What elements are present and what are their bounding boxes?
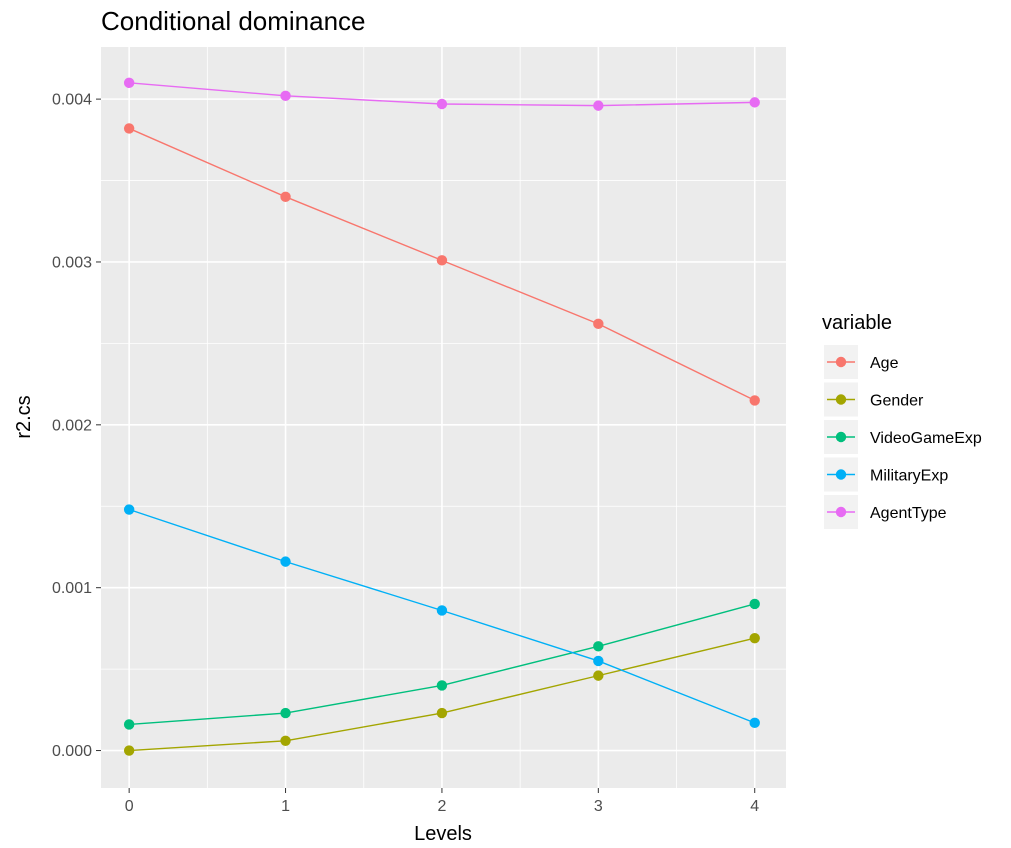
legend-label: Gender (870, 393, 924, 410)
legend-item-agenttype: AgentType (824, 495, 947, 529)
x-axis-title: Levels (414, 823, 472, 845)
legend: variable Age Gender VideoGameExp MilitaryEx… (822, 312, 982, 529)
x-tick-label: 0 (125, 798, 134, 815)
legend-item-age: Age (824, 345, 899, 379)
data-point-militaryexp (123, 504, 135, 515)
data-point-gender (123, 745, 135, 756)
y-tick-label: 0.000 (52, 743, 92, 760)
data-point-agenttype (749, 97, 760, 108)
data-point-age (749, 395, 760, 406)
legend-key-point (835, 356, 847, 368)
data-point-militaryexp (593, 655, 604, 667)
chart-title: Conditional dominance (101, 6, 366, 36)
legend-item-videogameexp: VideoGameExp (824, 420, 982, 454)
plot-panel (101, 47, 786, 788)
legend-item-gender: Gender (824, 382, 924, 417)
x-tick-label: 4 (750, 798, 759, 815)
data-point-videogameexp (749, 598, 760, 610)
series-layer (123, 77, 760, 756)
legend-key-point (835, 469, 847, 480)
y-tick-label: 0.004 (52, 92, 92, 109)
x-tick-label: 2 (437, 798, 446, 815)
data-point-gender (749, 632, 760, 644)
data-point-age (436, 255, 448, 266)
data-point-videogameexp (436, 680, 448, 691)
data-point-videogameexp (123, 719, 135, 730)
legend-key-point (835, 431, 847, 443)
legend-key-point (835, 394, 847, 405)
data-point-videogameexp (280, 707, 291, 719)
data-point-age (280, 191, 291, 203)
data-point-videogameexp (593, 641, 604, 652)
data-point-age (593, 318, 604, 330)
x-tick-label: 3 (594, 798, 603, 815)
legend-title: variable (822, 312, 892, 334)
y-axis: 0.000 0.001 0.002 0.003 0.004 (52, 92, 101, 760)
minor-gridlines (101, 47, 786, 788)
legend-label: MilitaryExp (870, 468, 948, 485)
data-point-agenttype (436, 98, 448, 110)
legend-key-point (835, 506, 847, 518)
legend-label: Age (870, 355, 899, 372)
y-tick-label: 0.001 (52, 580, 92, 597)
data-point-agenttype (280, 90, 291, 102)
y-tick-label: 0.002 (52, 417, 92, 434)
data-point-militaryexp (280, 556, 291, 567)
data-point-militaryexp (749, 717, 760, 729)
y-tick-label: 0.003 (52, 254, 92, 271)
legend-item-militaryexp: MilitaryExp (824, 457, 948, 492)
x-axis: 0 1 2 3 4 (125, 788, 759, 815)
data-point-age (123, 123, 135, 134)
data-point-gender (436, 707, 448, 719)
legend-label: VideoGameExp (870, 430, 982, 447)
data-point-gender (280, 735, 291, 746)
y-axis-title: r2.cs (13, 395, 35, 438)
data-point-gender (593, 670, 604, 681)
legend-label: AgentType (870, 505, 947, 522)
data-point-militaryexp (436, 605, 448, 616)
x-tick-label: 1 (281, 798, 290, 815)
data-point-agenttype (123, 77, 135, 89)
data-point-agenttype (593, 100, 604, 111)
